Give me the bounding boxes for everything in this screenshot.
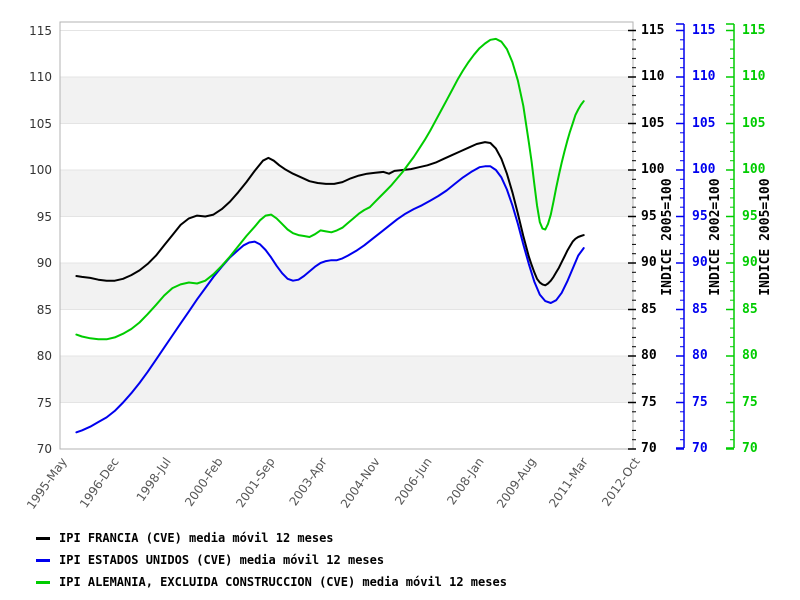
right-axis-2-tick-label: 90 [742,255,758,270]
right-axis-1-tick-label: 100 [692,162,716,177]
legend-swatch-blue [36,558,50,562]
right-axis-0-tick-label: 115 [641,22,665,38]
right-axis-1-tick-label: 70 [692,441,708,456]
y-axis-left-tick-label: 110 [29,70,52,84]
right-axis-1-tick-label: 75 [692,394,708,410]
right-axis-2-title: INDICE 2005=100 [758,178,773,296]
right-axis-0-tick-label: 75 [641,394,657,410]
right-axis-2-tick-label: 105 [742,115,766,131]
right-axis-2-tick-label: 100 [742,162,766,177]
y-axis-left-tick-label: 75 [36,395,52,410]
right-axis-2-tick-label: 75 [742,394,758,410]
series-line-0 [75,141,585,287]
right-axis-0-tick-label: 95 [641,208,657,224]
legend-label: IPI ALEMANIA, EXCLUIDA CONSTRUCCION (CVE… [59,575,507,589]
plot-band [60,77,633,124]
right-axis-1-tick-label: 115 [692,22,716,38]
right-axis-1-tick-label: 90 [692,255,708,270]
y-axis-left-tick-label: 105 [29,116,52,131]
right-axis-1-tick-label: 105 [692,115,716,131]
right-axis-0-tick-label: 80 [641,348,657,363]
legend-swatch-black [36,536,50,540]
right-axis-2-tick-label: 110 [742,69,766,84]
legend: IPI FRANCIA (CVE) media móvil 12 meses I… [36,527,507,593]
right-axis-1-tick-label: 110 [692,69,716,84]
plot-band [60,170,633,217]
legend-label: IPI ESTADOS UNIDOS (CVE) media móvil 12 … [59,553,385,567]
right-axis-0-tick-label: 85 [641,301,657,317]
y-axis-left-tick-label: 70 [36,442,52,456]
plot-band [60,356,633,403]
y-axis-left-tick-label: 100 [29,163,52,177]
right-axis-2-tick-label: 80 [742,348,758,363]
legend-item-estados-unidos: IPI ESTADOS UNIDOS (CVE) media móvil 12 … [36,549,507,571]
right-axis-1-title: INDICE 2002=100 [708,178,723,296]
legend-label: IPI FRANCIA (CVE) media móvil 12 meses [59,531,334,545]
y-axis-left-tick-label: 95 [36,209,52,224]
right-axis-2-tick-label: 95 [742,208,758,224]
legend-item-alemania: IPI ALEMANIA, EXCLUIDA CONSTRUCCION (CVE… [36,571,507,593]
legend-item-francia: IPI FRANCIA (CVE) media móvil 12 meses [36,527,507,549]
right-axis-0-tick-label: 100 [641,162,665,177]
right-axis-1-tick-label: 85 [692,301,708,317]
right-axis-0-title: INDICE 2005=100 [660,178,675,296]
right-axis-2-tick-label: 85 [742,301,758,317]
right-axis-2-tick-label: 115 [742,22,766,38]
series-line-1 [75,165,585,434]
y-axis-left-tick-label: 85 [36,302,52,317]
legend-swatch-green [36,580,50,584]
series-line-2 [75,37,585,341]
right-axis-1-tick-label: 80 [692,348,708,363]
right-axis-1-tick-label: 95 [692,208,708,224]
plot-band [60,263,633,310]
y-axis-left-tick-label: 90 [36,256,52,270]
right-axis-0-tick-label: 105 [641,115,665,131]
right-axis-0-tick-label: 110 [641,69,665,84]
y-axis-left-tick-label: 80 [36,349,52,363]
right-axis-2-tick-label: 70 [742,441,758,456]
right-axis-0-tick-label: 70 [641,441,657,456]
right-axis-0-tick-label: 90 [641,255,657,270]
y-axis-left-tick-label: 115 [29,23,52,38]
